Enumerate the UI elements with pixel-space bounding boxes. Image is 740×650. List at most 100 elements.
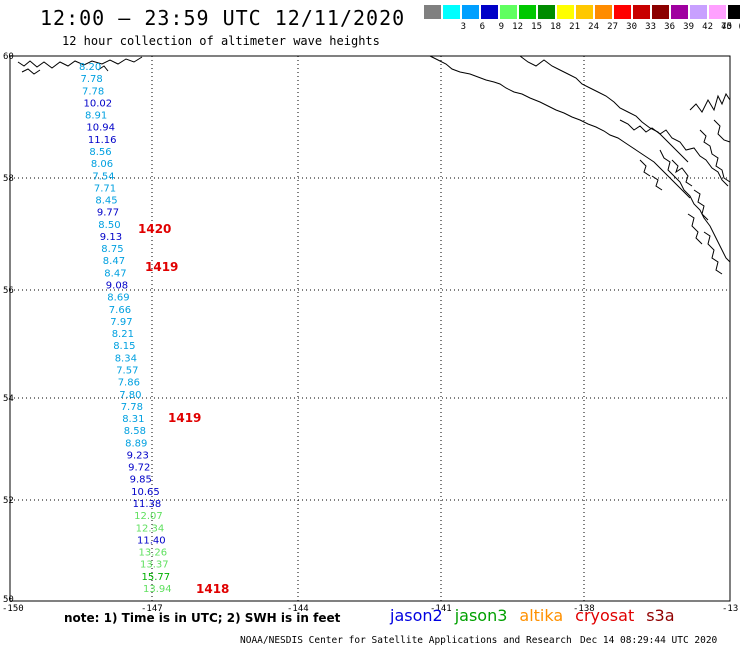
scale-step: 9 — [479, 5, 504, 32]
wave-height-label: 7.78 — [82, 86, 104, 97]
wave-height-label: 11.40 — [137, 535, 166, 546]
satellite-legend-item: altika — [519, 606, 564, 625]
satellite-legend-item: s3a — [646, 606, 675, 625]
wave-height-label: 9.08 — [106, 281, 128, 292]
wave-height-label: 11.38 — [133, 499, 162, 510]
scale-swatch — [538, 5, 555, 19]
pass-time-label: 1418 — [196, 582, 229, 596]
map-title: 12:00 – 23:59 UTC 12/11/2020 — [40, 6, 406, 30]
scale-swatch — [728, 5, 740, 19]
wave-height-label: 10.94 — [86, 123, 115, 134]
scale-step — [422, 5, 441, 32]
wave-height-label: 13.94 — [143, 584, 172, 595]
scale-swatch — [709, 5, 726, 19]
scale-step: 70 (ft) — [721, 5, 740, 32]
wave-height-label: 8.06 — [91, 159, 113, 170]
wave-height-label: 7.71 — [94, 183, 116, 194]
wave-height-label: 10.02 — [84, 98, 113, 109]
scale-step: 30 — [612, 5, 637, 32]
scale-swatch — [576, 5, 593, 19]
latitude-label: 54 — [3, 394, 14, 404]
scale-label: 27 — [607, 22, 618, 32]
scale-step: 39 — [669, 5, 694, 32]
scale-step: 24 — [574, 5, 599, 32]
scale-step: 12 — [498, 5, 523, 32]
scale-label: 33 — [645, 22, 656, 32]
wave-height-label: 8.15 — [113, 341, 135, 352]
scale-step: 15 — [517, 5, 542, 32]
wave-height-label: 8.21 — [112, 329, 134, 340]
scale-label: 9 — [498, 22, 504, 32]
scale-swatch — [671, 5, 688, 19]
scale-swatch — [481, 5, 498, 19]
scale-label: 6 — [479, 22, 485, 32]
satellite-legend-item: jason2 — [390, 606, 443, 625]
satellite-legend-item: jason3 — [454, 606, 508, 625]
latitude-labels: 60 58 56 54 52 50 — [3, 52, 14, 605]
scale-swatch — [557, 5, 574, 19]
satellite-legend: jason2 jason3 altika cryosat s3a — [390, 606, 675, 625]
latitude-label: 50 — [3, 595, 14, 605]
scale-step: 42 — [688, 5, 713, 32]
latitude-label: 60 — [3, 52, 14, 62]
scale-step: 33 — [631, 5, 656, 32]
wave-height-label: 15.77 — [142, 572, 171, 583]
scale-swatch — [500, 5, 517, 19]
pass-time-label: 1420 — [138, 222, 171, 236]
pass-time-label: 1419 — [145, 260, 178, 274]
scale-swatch — [652, 5, 669, 19]
longitude-label: -141 — [430, 604, 452, 614]
scale-step: 18 — [536, 5, 561, 32]
scale-label: 24 — [588, 22, 599, 32]
wave-height-label: 7.80 — [119, 390, 141, 401]
wave-height-label: 8.20 — [79, 62, 101, 73]
map-subtitle: 12 hour collection of altimeter wave hei… — [62, 34, 380, 48]
longitude-label: -144 — [287, 604, 309, 614]
wave-height-label: 13.26 — [139, 548, 168, 559]
scale-label: 18 — [550, 22, 561, 32]
longitude-label: -147 — [141, 604, 163, 614]
wave-height-label: 8.91 — [85, 111, 107, 122]
wave-height-label: 12.34 — [136, 523, 165, 534]
scale-label: 36 — [664, 22, 675, 32]
scale-label: 12 — [512, 22, 523, 32]
wave-height-label: 8.31 — [122, 414, 144, 425]
wave-height-label: 8.56 — [89, 147, 111, 158]
longitude-label: -150 — [2, 604, 24, 614]
wave-height-label: 9.85 — [130, 475, 152, 486]
wave-height-label: 8.45 — [95, 196, 117, 207]
graticule — [10, 56, 730, 601]
scale-label: 15 — [531, 22, 542, 32]
wave-height-label: 8.47 — [103, 256, 125, 267]
scale-swatch — [633, 5, 650, 19]
scale-step: 21 — [555, 5, 580, 32]
scale-swatch — [424, 5, 441, 19]
wave-height-label: 8.58 — [124, 426, 146, 437]
wave-height-label: 7.86 — [118, 378, 140, 389]
coastline — [17, 55, 731, 275]
wave-height-label: 7.78 — [121, 402, 143, 413]
wave-height-label: 9.72 — [128, 463, 150, 474]
wave-height-label: 7.78 — [81, 74, 103, 85]
wave-height-label: 10.65 — [131, 487, 160, 498]
pass-time-label: 1419 — [168, 411, 201, 425]
scale-step: 36 — [650, 5, 675, 32]
wave-height-label: 13.37 — [140, 560, 169, 571]
wave-height-label: 8.50 — [98, 220, 120, 231]
satellite-track: 8.207.787.7810.028.9110.9411.168.568.067… — [79, 62, 229, 596]
wave-height-label: 8.89 — [125, 438, 147, 449]
scale-step: 45 — [707, 5, 732, 32]
scale-step: 27 — [593, 5, 618, 32]
latitude-label: 56 — [3, 286, 14, 296]
scale-swatch — [595, 5, 612, 19]
scale-step: 6 — [460, 5, 485, 32]
scale-label: 21 — [569, 22, 580, 32]
scale-label: 39 — [683, 22, 694, 32]
generated-timestamp: Dec 14 08:29:44 UTC 2020 — [580, 635, 718, 646]
wave-height-label: 8.34 — [115, 353, 137, 364]
latitude-label: 52 — [3, 496, 14, 506]
wave-height-label: 8.47 — [104, 268, 126, 279]
